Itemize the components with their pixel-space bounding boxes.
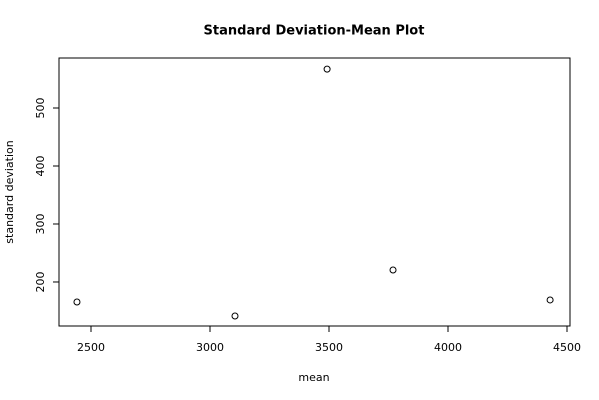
point — [231, 312, 239, 320]
y-axis-label: standard deviation — [3, 140, 16, 243]
x-tick-label: 4000 — [434, 341, 462, 354]
point — [546, 296, 554, 304]
x-tick-label: 2500 — [77, 341, 105, 354]
plot-box — [58, 57, 571, 327]
chart-title: Standard Deviation-Mean Plot — [204, 24, 425, 39]
point — [73, 298, 81, 306]
x-axis-label: mean — [298, 371, 329, 384]
y-tick-label: 400 — [34, 155, 47, 176]
y-tick-label: 300 — [34, 213, 47, 234]
x-tick-label: 4500 — [553, 341, 581, 354]
x-tick-label: 3500 — [315, 341, 343, 354]
x-tick-label: 3000 — [196, 341, 224, 354]
y-tick-label: 500 — [34, 97, 47, 118]
point — [389, 266, 397, 274]
point — [323, 65, 331, 73]
y-tick-label: 200 — [34, 271, 47, 292]
